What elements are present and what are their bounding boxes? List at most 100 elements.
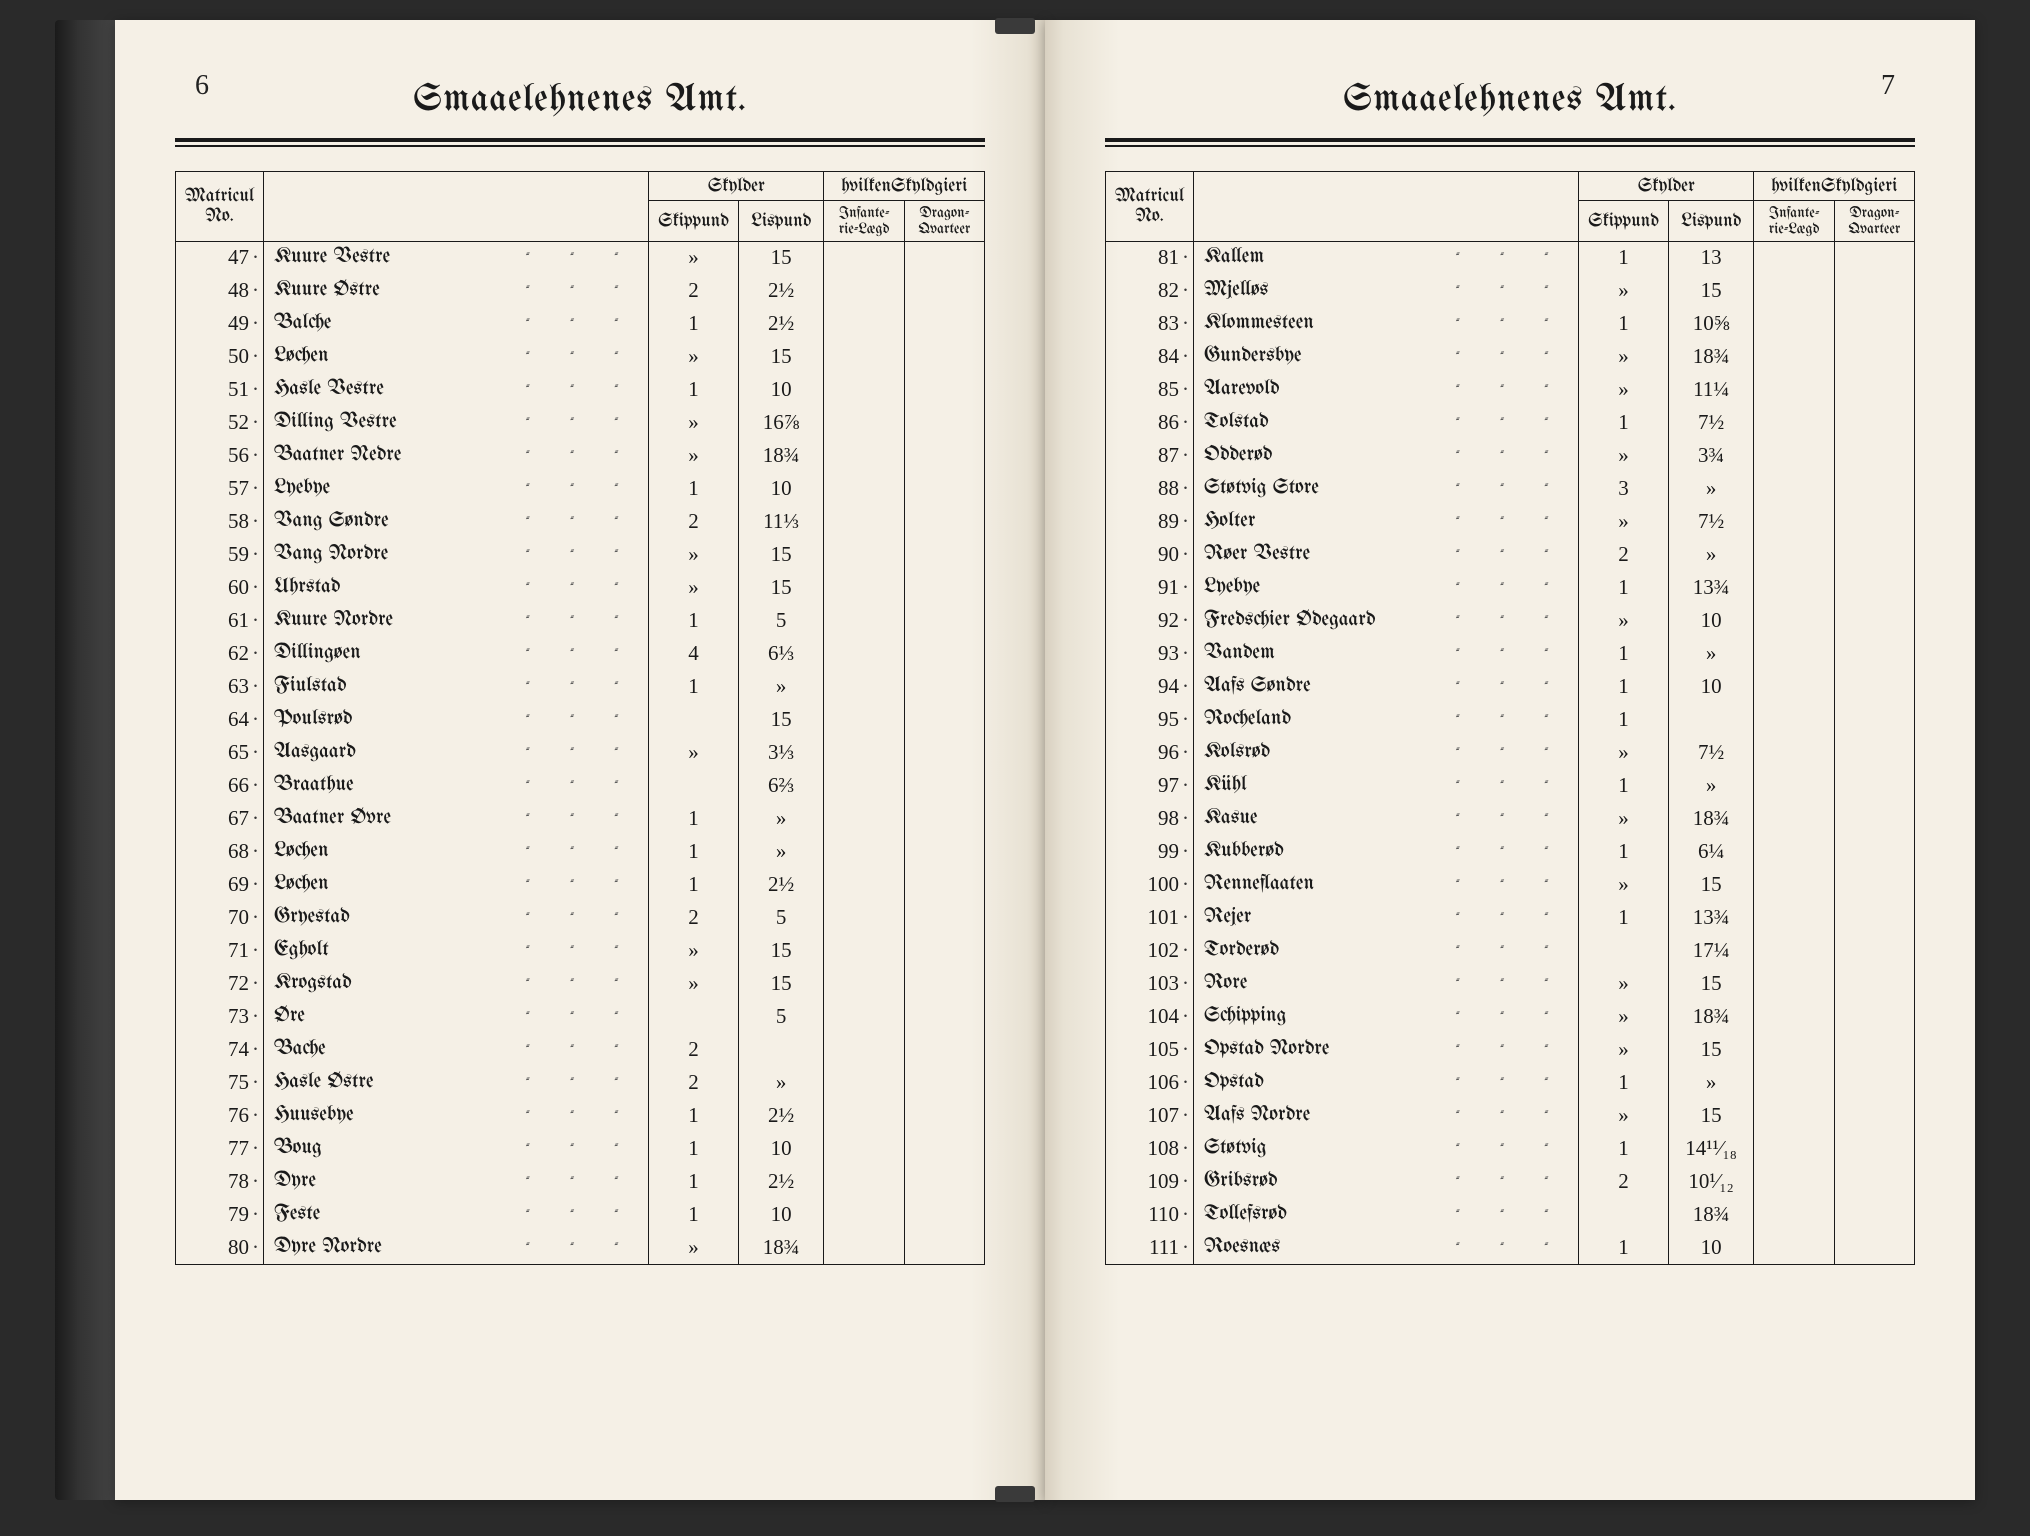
cell-name-text: Dyre Nordre bbox=[274, 1237, 382, 1258]
cell-infanterie bbox=[824, 274, 904, 307]
cell-skippund: 1 bbox=[649, 1198, 739, 1231]
cell-dragon bbox=[1834, 373, 1914, 406]
cell-skippund: » bbox=[1579, 1099, 1669, 1132]
table-row: 86Tolstad- - -17½ bbox=[1106, 406, 1915, 439]
cell-lispund: » bbox=[738, 835, 824, 868]
cell-no: 85 bbox=[1106, 373, 1194, 406]
cell-no: 84 bbox=[1106, 340, 1194, 373]
cell-infanterie bbox=[1754, 274, 1834, 307]
cell-dragon bbox=[904, 472, 984, 505]
cell-infanterie bbox=[824, 868, 904, 901]
cell-lispund: 5 bbox=[738, 901, 824, 934]
table-row: 105Opstad Nordre- - -»15 bbox=[1106, 1033, 1915, 1066]
cell-skippund: 1 bbox=[1579, 307, 1669, 340]
cell-name-text: Lyebye bbox=[274, 478, 330, 499]
cell-skippund: » bbox=[649, 439, 739, 472]
cell-name: Fiulstad- - - bbox=[263, 670, 648, 703]
leader-dots: - - - bbox=[526, 1204, 637, 1219]
table-row: 47Kuure Vestre- - -»15 bbox=[176, 241, 985, 274]
cell-name-text: Dillingøen bbox=[274, 643, 361, 664]
cell-infanterie bbox=[1754, 670, 1834, 703]
cell-dragon bbox=[904, 769, 984, 802]
cell-lispund: 2½ bbox=[738, 274, 824, 307]
col-dragon: Dragon-Qvarteer bbox=[1834, 200, 1914, 241]
cell-infanterie bbox=[824, 406, 904, 439]
cell-name: Kallem- - - bbox=[1193, 241, 1578, 274]
cell-lispund: 6⅔ bbox=[738, 769, 824, 802]
table-row: 80Dyre Nordre- - -»18¾ bbox=[176, 1231, 985, 1264]
cell-dragon bbox=[1834, 934, 1914, 967]
table-row: 91Lyebye- - -113¾ bbox=[1106, 571, 1915, 604]
cell-infanterie bbox=[1754, 637, 1834, 670]
cell-lispund: 10 bbox=[738, 373, 824, 406]
cell-skippund: » bbox=[1579, 967, 1669, 1000]
cell-no: 96 bbox=[1106, 736, 1194, 769]
cell-name: Rore- - - bbox=[1193, 967, 1578, 1000]
cell-skippund: 2 bbox=[649, 1033, 739, 1066]
table-row: 87Odderød- - -»3¾ bbox=[1106, 439, 1915, 472]
table-row: 62Dillingøen- - -46⅓ bbox=[176, 637, 985, 670]
table-head: Matricul No. Skylder hvilkenSkyldgieri S… bbox=[1106, 171, 1915, 241]
cell-name: Tolstad- - - bbox=[1193, 406, 1578, 439]
cell-infanterie bbox=[824, 241, 904, 274]
cell-name-text: Egholt bbox=[274, 940, 329, 961]
cell-lispund: 15 bbox=[1668, 274, 1754, 307]
cell-lispund: 10 bbox=[738, 472, 824, 505]
table-row: 75Hasle Østre- - -2» bbox=[176, 1066, 985, 1099]
cell-name-text: Lyebye bbox=[1204, 577, 1260, 598]
cell-no: 47 bbox=[176, 241, 264, 274]
cell-skippund: » bbox=[649, 1231, 739, 1264]
book-spine bbox=[55, 20, 115, 1500]
cell-name: Hasle Vestre- - - bbox=[263, 373, 648, 406]
cell-lispund: 2½ bbox=[738, 1165, 824, 1198]
cell-lispund: 18¾ bbox=[1668, 340, 1754, 373]
cell-infanterie bbox=[1754, 538, 1834, 571]
leader-dots: - - - bbox=[1456, 1204, 1567, 1219]
cell-no: 76 bbox=[176, 1099, 264, 1132]
cell-dragon bbox=[1834, 835, 1914, 868]
cell-skippund: » bbox=[1579, 868, 1669, 901]
cell-dragon bbox=[1834, 1099, 1914, 1132]
col-skylder: Skylder bbox=[1579, 171, 1754, 200]
leader-dots: - - - bbox=[1456, 1039, 1567, 1054]
leader-dots: - - - bbox=[526, 1171, 637, 1186]
cell-name-text: Aarevold bbox=[1204, 379, 1279, 400]
cell-skippund: 1 bbox=[649, 307, 739, 340]
cell-name: Renneflaaten- - - bbox=[1193, 868, 1578, 901]
leader-dots: - - - bbox=[1456, 544, 1567, 559]
cell-infanterie bbox=[1754, 934, 1834, 967]
cell-name-text: Klommesteen bbox=[1204, 313, 1314, 334]
cell-infanterie bbox=[824, 967, 904, 1000]
cell-infanterie bbox=[1754, 703, 1834, 736]
leader-dots: - - - bbox=[526, 445, 637, 460]
table-row: 65Aasgaard- - -»3⅓ bbox=[176, 736, 985, 769]
cell-name-text: Aasgaard bbox=[274, 742, 356, 763]
cell-lispund: 13¾ bbox=[1668, 901, 1754, 934]
cell-name: Dyre Nordre- - - bbox=[263, 1231, 648, 1264]
cell-infanterie bbox=[1754, 901, 1834, 934]
cell-dragon bbox=[1834, 340, 1914, 373]
cell-infanterie bbox=[824, 670, 904, 703]
leader-dots: - - - bbox=[1456, 643, 1567, 658]
cell-no: 94 bbox=[1106, 670, 1194, 703]
page-right: 7 Smaaelehnenes Amt. Matricul No. Skylde… bbox=[1045, 20, 1975, 1500]
table-row: 71Egholt- - -»15 bbox=[176, 934, 985, 967]
cell-no: 106 bbox=[1106, 1066, 1194, 1099]
cell-infanterie bbox=[824, 538, 904, 571]
table-row: 104Schipping- - -»18¾ bbox=[1106, 1000, 1915, 1033]
cell-no: 71 bbox=[176, 934, 264, 967]
cell-lispund: 10 bbox=[1668, 604, 1754, 637]
cell-no: 95 bbox=[1106, 703, 1194, 736]
book-spread: 6 Smaaelehnenes Amt. Matricul No. Skylde… bbox=[55, 20, 1975, 1500]
table-row: 49Balche- - -12½ bbox=[176, 307, 985, 340]
cell-infanterie bbox=[1754, 406, 1834, 439]
cell-name-text: Vang Nordre bbox=[274, 544, 388, 565]
cell-name-text: Kühl bbox=[1204, 775, 1247, 796]
col-infanterie: Infante-rie-Lægd bbox=[824, 200, 904, 241]
col-hvilken: hvilkenSkyldgieri bbox=[1754, 171, 1915, 200]
leader-dots: - - - bbox=[1456, 1237, 1567, 1252]
cell-dragon bbox=[904, 1066, 984, 1099]
cell-no: 99 bbox=[1106, 835, 1194, 868]
col-hvilken: hvilkenSkyldgieri bbox=[824, 171, 985, 200]
cell-name: Balche- - - bbox=[263, 307, 648, 340]
